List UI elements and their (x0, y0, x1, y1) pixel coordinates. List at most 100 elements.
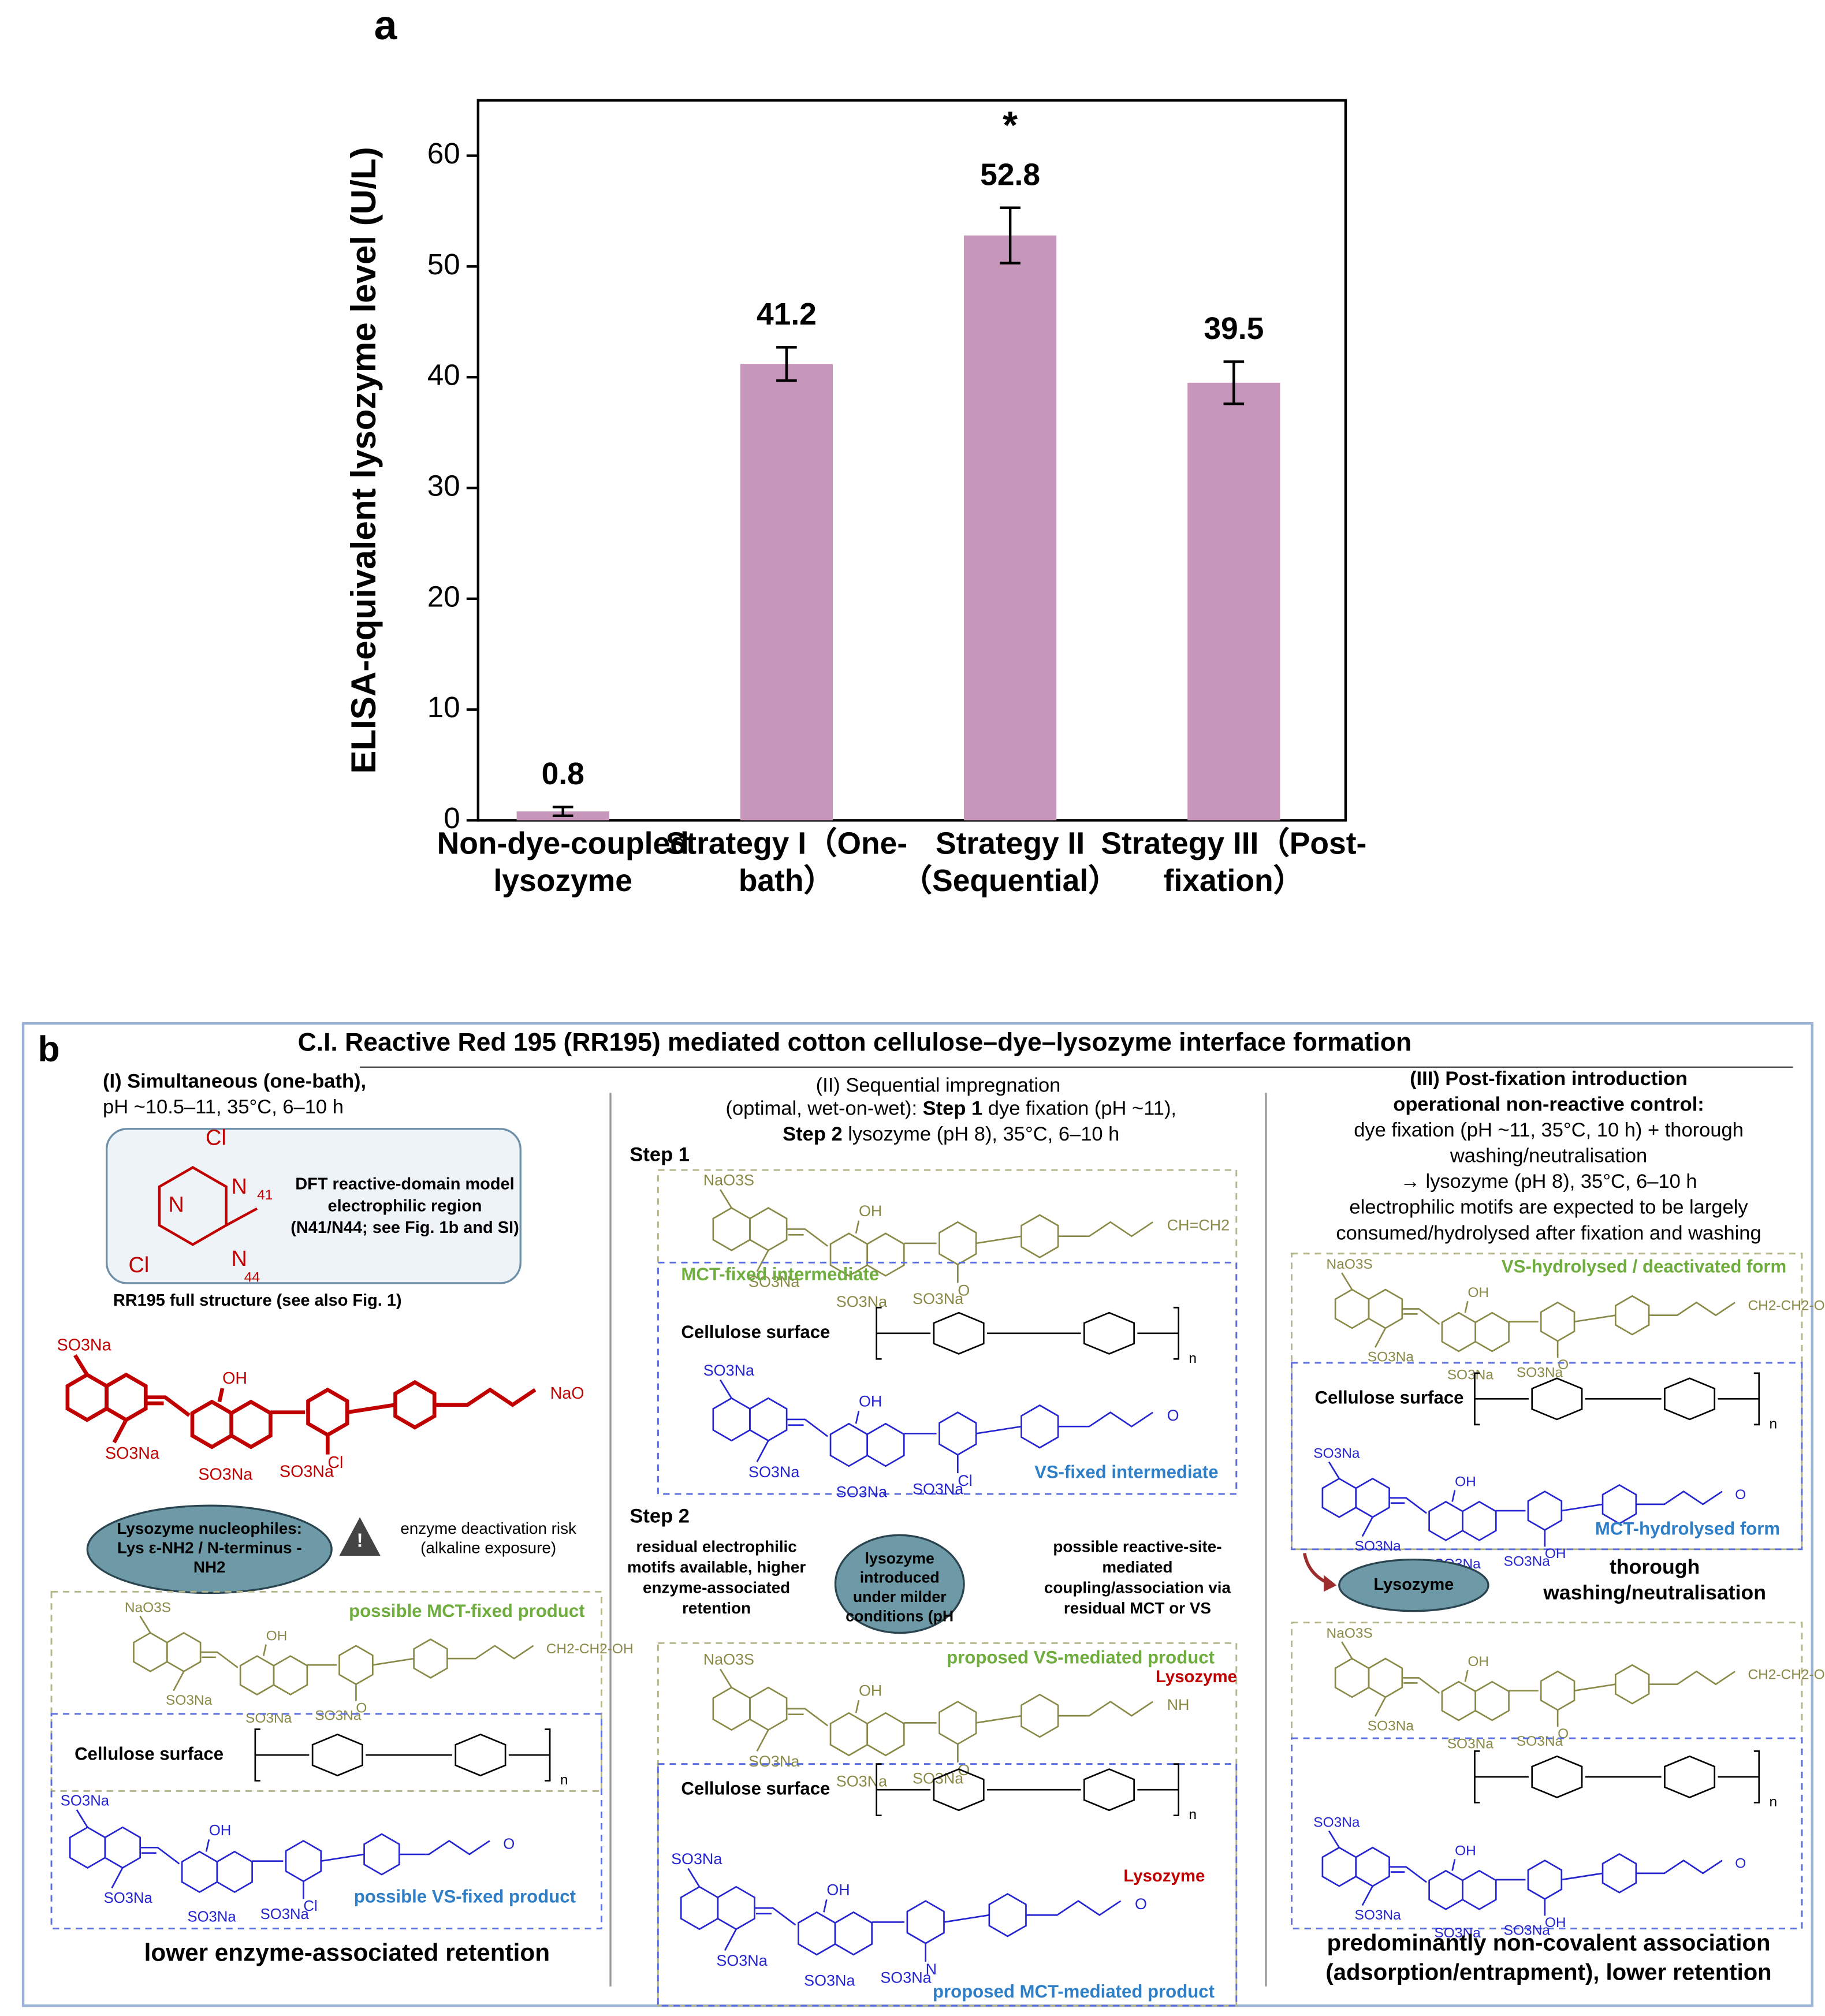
y-tick-label: 50 (427, 248, 460, 281)
atom-label: SO3Na (104, 1890, 153, 1906)
column-heading-body-container: (optimal, wet-on-wet): Step 1 dye fixati… (720, 1097, 1182, 1148)
ring (1614, 1295, 1650, 1336)
bond (347, 1403, 396, 1415)
column-heading: (I) Simultaneous (one-bath), pH ~10.5–11,… (103, 1070, 591, 1121)
atom-label: SO3Na (61, 1793, 110, 1809)
bond (787, 1418, 828, 1437)
bond (1389, 1866, 1427, 1883)
bond (975, 1235, 1022, 1244)
atom-label: SO3Na (187, 1909, 236, 1925)
warning-icon: ! (357, 1530, 363, 1551)
atom-label: OH (1545, 1915, 1566, 1931)
bond (399, 1840, 490, 1855)
atom-label: SO3Na (1434, 1925, 1481, 1941)
atom-label: SO3Na (280, 1462, 334, 1481)
bond (200, 1651, 239, 1668)
dashed-box (657, 1261, 1238, 1495)
atom-label: SO3Na (1355, 1907, 1402, 1923)
bond (787, 1228, 828, 1247)
bond (1361, 1516, 1373, 1537)
cellulose-structure (1474, 1750, 1760, 1803)
dye-structure (1334, 1641, 1735, 1727)
ring (866, 1422, 905, 1467)
bond (1374, 1697, 1387, 1717)
bond (321, 1853, 364, 1862)
bond (205, 1839, 210, 1852)
bond (1328, 1830, 1340, 1849)
structure-caption: proposed VS-mediated product (947, 1647, 1215, 1667)
dashed-box (50, 1590, 602, 1792)
cellulose-caption: Cellulose surface (681, 1778, 830, 1798)
bar (964, 235, 1057, 821)
ring (1474, 1680, 1510, 1721)
bond (1058, 1221, 1153, 1238)
triazine-ring (158, 1166, 228, 1246)
structure-caption: MCT-hydrolysed form (1595, 1519, 1780, 1539)
atom-label: OH (1545, 1546, 1566, 1562)
bond (1574, 1314, 1616, 1323)
bond (146, 1395, 191, 1417)
dashed-box (657, 1763, 1238, 2007)
atom-label: SO3Na (1517, 1365, 1563, 1380)
x-tick-label: Strategy III（Post-fixation） (1101, 826, 1367, 899)
panel-label: a (374, 3, 398, 49)
atom-label: OH (222, 1369, 247, 1388)
lysozyme-ellipse (1338, 1558, 1489, 1612)
bond (975, 1425, 1022, 1434)
repeat-n: n (560, 1772, 568, 1788)
atom-label: SO3Na (912, 1481, 963, 1498)
y-tick-label: 30 (427, 469, 460, 502)
cellulose-structure (1474, 1372, 1760, 1426)
cellulose-structure (876, 1306, 1179, 1360)
atom-label: SO3Na (315, 1708, 362, 1724)
atom-label: O (1735, 1487, 1746, 1503)
ring (1664, 1755, 1716, 1798)
x-tick-label-container: Non-dye-coupled lysozyme (437, 827, 689, 899)
bond (1649, 1301, 1735, 1317)
atom-label: O (356, 1700, 367, 1716)
column-heading-body-part: (optimal, wet-on-wet): (725, 1098, 923, 1120)
ring (311, 1733, 363, 1777)
ring (1531, 1755, 1583, 1798)
dft-box (106, 1128, 522, 1284)
atom-label: SO3Na (105, 1444, 159, 1463)
bond (687, 1868, 701, 1887)
column-heading-part: (III) Post-fixation introduction (1410, 1068, 1688, 1090)
bond (139, 1615, 151, 1634)
structure-caption: RR195 full structure (see also Fig. 1) (113, 1291, 402, 1310)
cellulose-structure (254, 1728, 551, 1782)
bond (373, 1657, 414, 1666)
ring (933, 1768, 985, 1812)
ring (933, 1311, 985, 1355)
atom-label: SO3Na (1504, 1554, 1551, 1570)
ring (273, 1655, 308, 1695)
ring (1601, 1484, 1637, 1525)
atom-label: Cl (206, 1126, 226, 1150)
ring (1020, 1693, 1059, 1738)
ring (1020, 1214, 1059, 1258)
column-heading-body: (optimal, wet-on-wet): Step 1 dye fixati… (720, 1097, 1182, 1148)
atom-label: NH (1167, 1696, 1190, 1713)
x-tick-label-container: Strategy I（One-bath） (666, 827, 907, 899)
ring (393, 1380, 437, 1430)
y-tick-label: 40 (427, 359, 460, 392)
bond (944, 1914, 990, 1923)
step2-center: lysozyme introduced under milder conditi… (846, 1549, 954, 1626)
dye-structure (712, 1379, 1153, 1474)
value-label: 39.5 (1204, 312, 1264, 346)
bond (724, 1929, 737, 1951)
atom-label: CH2-CH2-OH (1748, 1298, 1825, 1313)
bond (756, 1729, 769, 1752)
ring (1614, 1664, 1650, 1705)
column-heading-part: (I) Simultaneous (one-bath), (103, 1071, 367, 1093)
atom-label: NaO3S (1327, 1626, 1373, 1641)
atom-label: SO3Na (748, 1273, 799, 1291)
atom-label: O (1558, 1357, 1569, 1373)
ring (216, 1850, 253, 1894)
nucleophile-text-container: Lysozyme nucleophiles: Lys ε-NH2 / N-ter… (117, 1520, 302, 1577)
bond (1058, 1411, 1153, 1428)
atom-label: OH (859, 1393, 882, 1410)
ring (1083, 1768, 1135, 1812)
atom-label: NaO3S (1327, 1257, 1373, 1272)
